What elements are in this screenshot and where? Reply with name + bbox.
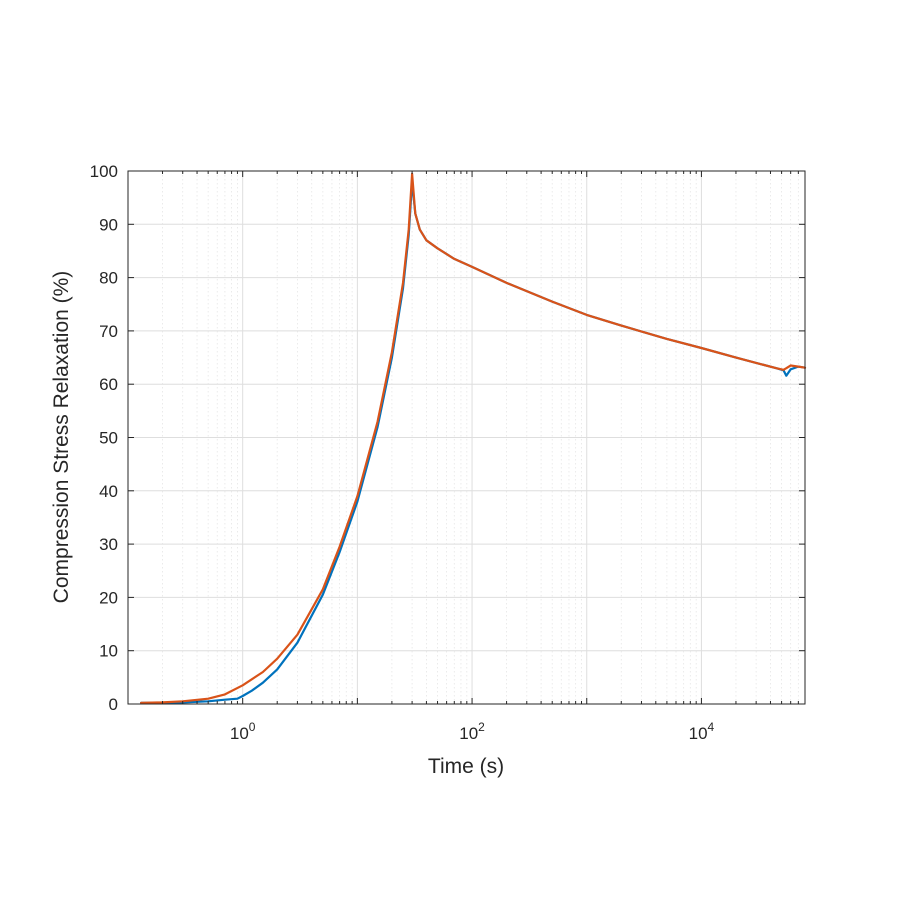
y-tick-label: 70: [99, 322, 118, 341]
x-axis-label: Time (s): [428, 755, 504, 778]
x-tick-label: 102: [459, 720, 485, 743]
y-tick-label: 30: [99, 535, 118, 554]
y-tick-label: 20: [99, 588, 118, 607]
y-tick-label: 60: [99, 375, 118, 394]
y-axis-label: Compression Stress Relaxation (%): [50, 271, 73, 604]
y-tick-label: 50: [99, 429, 118, 448]
y-tick-label: 10: [99, 642, 118, 661]
series-line-2: [140, 172, 807, 705]
y-tick-label: 0: [109, 695, 118, 714]
y-tick-label: 40: [99, 482, 118, 501]
x-tick-label: 100: [230, 720, 256, 743]
grid: [127, 171, 806, 704]
y-tick-label: 80: [99, 269, 118, 288]
series-layer: [140, 172, 807, 705]
x-tick-label: 104: [689, 720, 715, 743]
y-tick-label: 90: [99, 215, 118, 234]
ticks: 0 10 20 30 40 50 60 70 80 90 100 100 102 104: [90, 162, 806, 743]
y-tick-label: 100: [90, 162, 118, 181]
